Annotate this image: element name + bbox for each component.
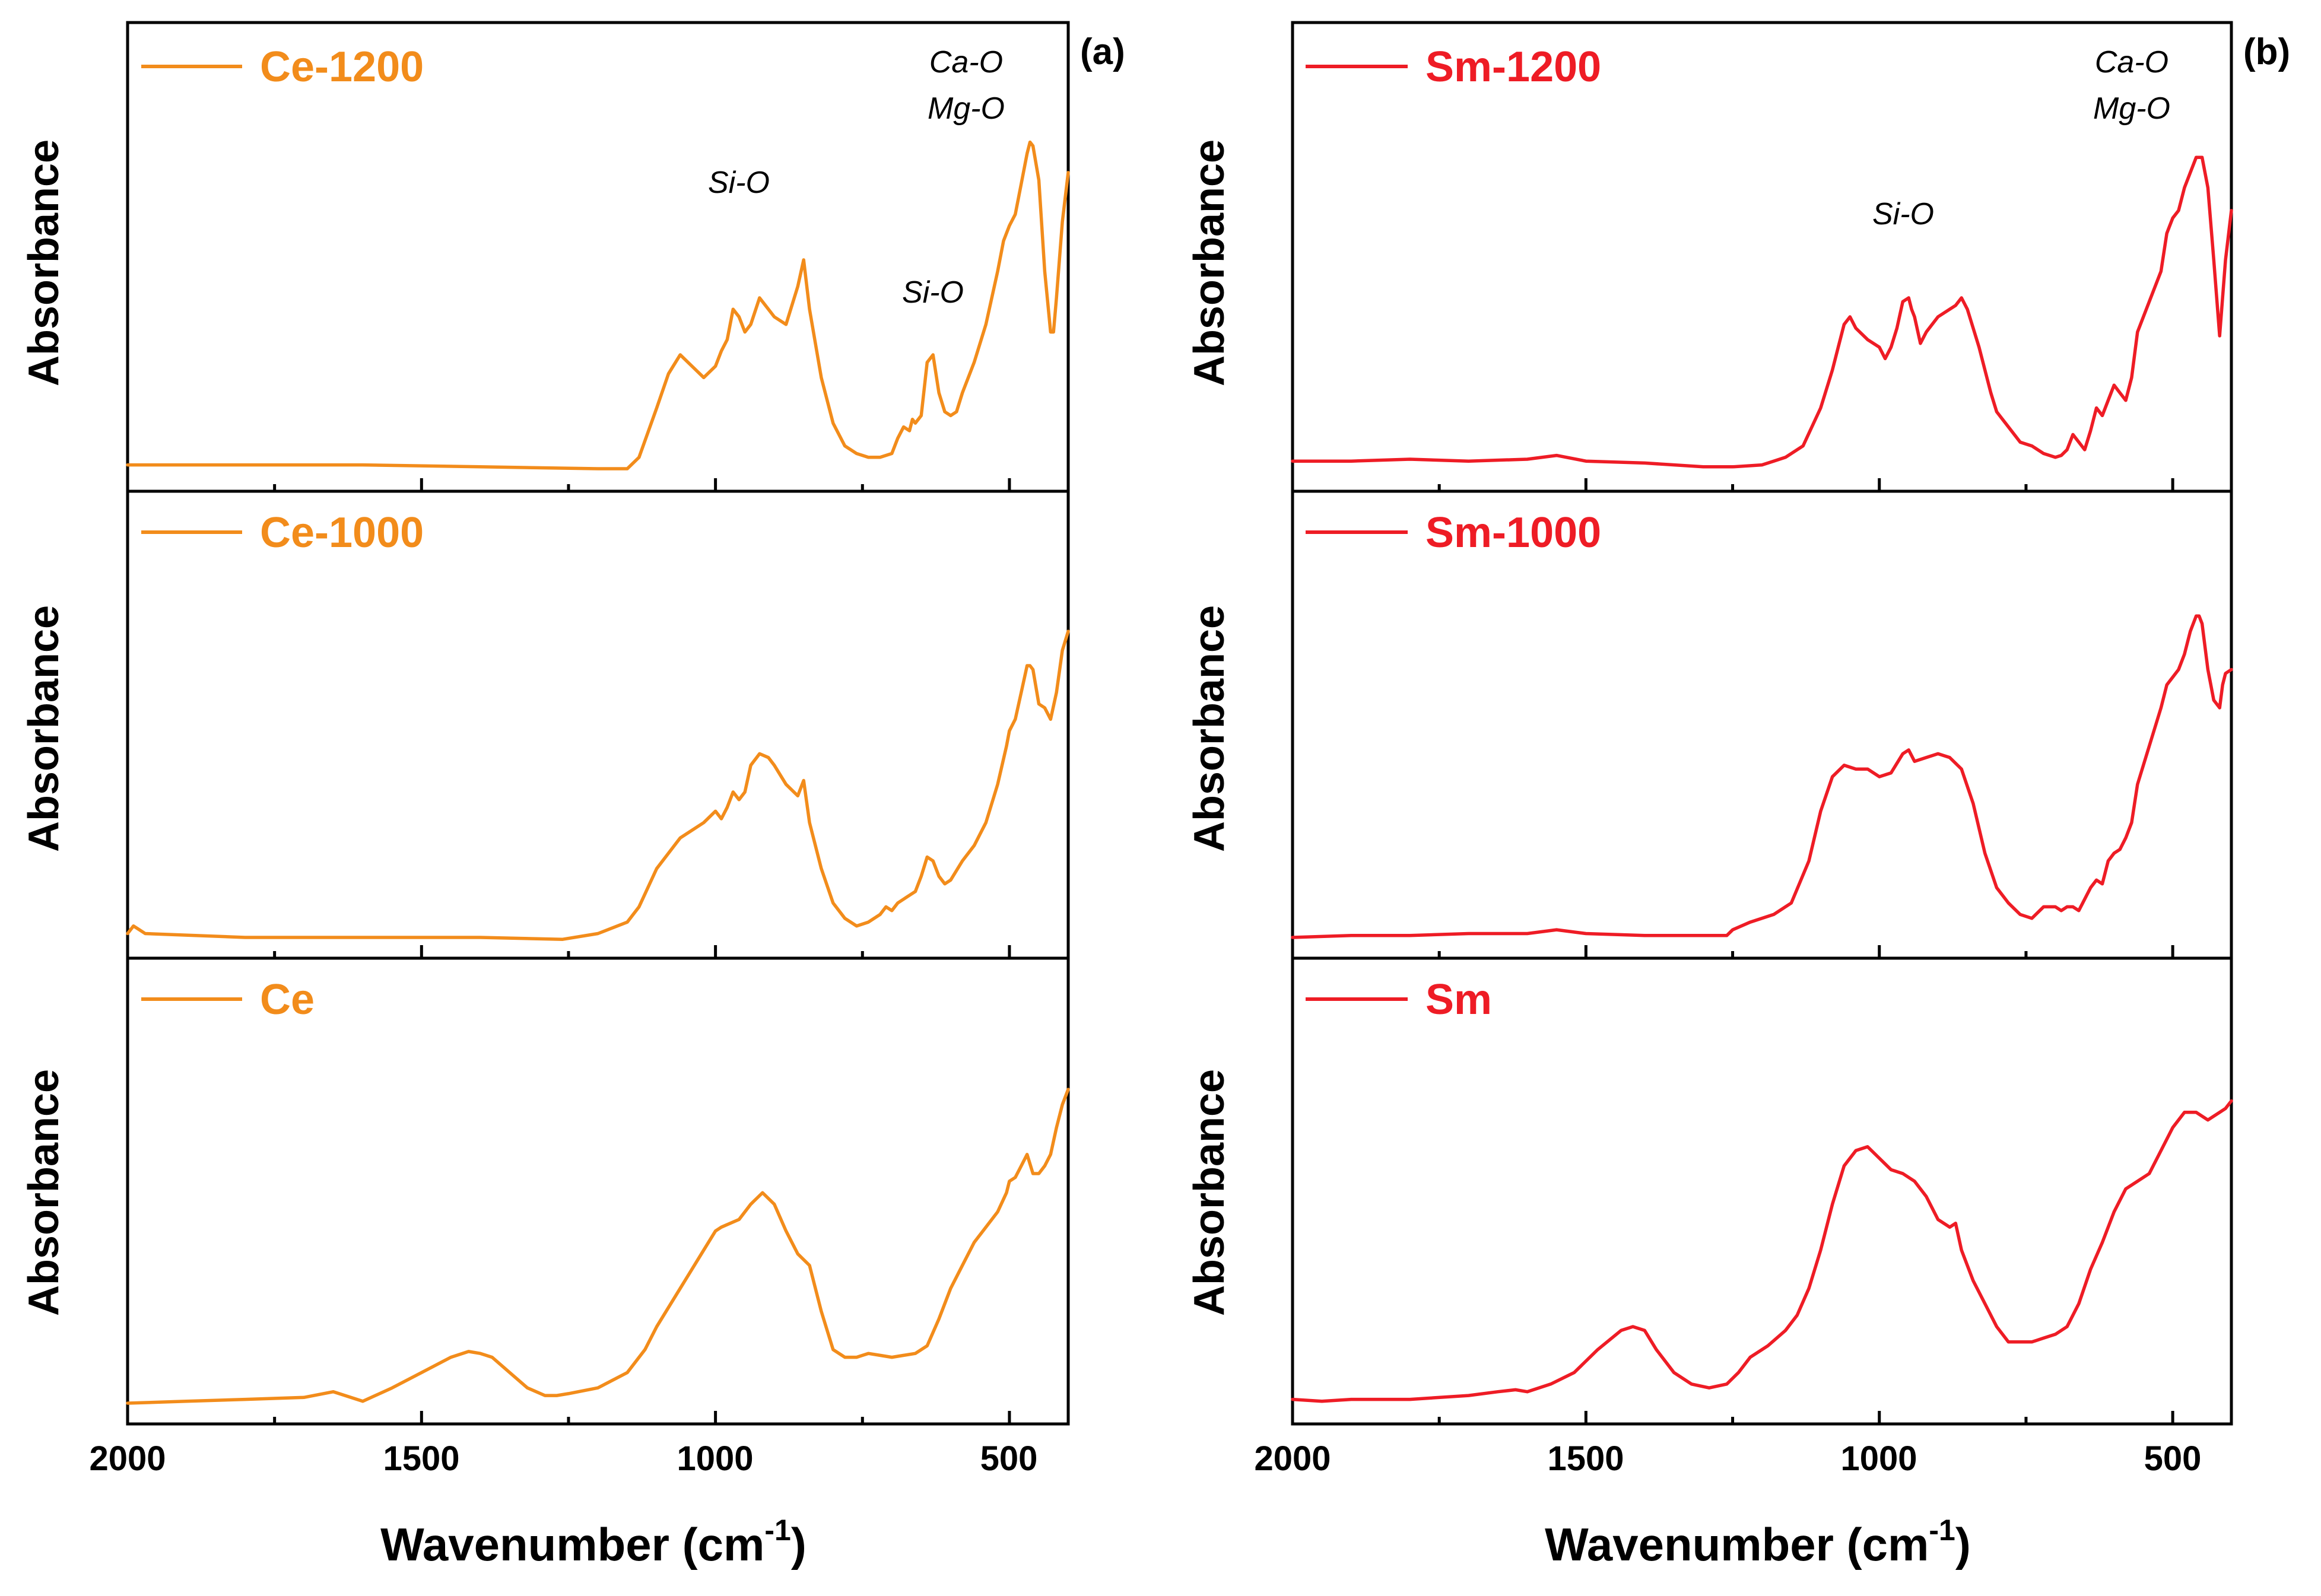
- series-line-ce-1200: [126, 140, 1070, 470]
- panel-a-xtick-2000: 2000: [89, 1439, 166, 1478]
- legend-label-ce: Ce: [260, 976, 315, 1023]
- series-line-ce-1000: [126, 630, 1070, 941]
- legend-label-sm-1000: Sm-1000: [1425, 509, 1601, 557]
- panel-b-xtick-500: 500: [2144, 1439, 2202, 1478]
- panel-a-frame: [126, 21, 1070, 1426]
- panel-b-tag: (b): [2243, 31, 2290, 72]
- panel-b-ylabel-3: Absorbance: [1186, 1069, 1233, 1316]
- series-line-sm-1200: [1291, 155, 2233, 469]
- panel-a-xtick-500: 500: [980, 1439, 1038, 1478]
- panel-a: Absorbance Absorbance Absorbance (a) 200…: [20, 21, 1125, 1570]
- legend-label-ce-1200: Ce-1200: [260, 43, 424, 91]
- panel-b-xlabel: Wavenumber (cm-1): [1545, 1514, 1971, 1570]
- annotation-ca-o-a: Ca-O: [929, 45, 1003, 80]
- series-line-sm: [1291, 1099, 2233, 1403]
- panel-b-ticks: [1291, 478, 2174, 1424]
- panel-a-lines: [126, 140, 1070, 1405]
- panel-a-ticks: [126, 478, 1011, 1424]
- panel-a-ylabel-1: Absorbance: [20, 139, 68, 386]
- annotation-si-o-b: Si-O: [1872, 197, 1934, 231]
- panel-b: Absorbance Absorbance Absorbance (b) 200…: [1186, 21, 2290, 1570]
- legend-label-sm-1200: Sm-1200: [1425, 43, 1601, 91]
- panel-b-ylabel-1: Absorbance: [1186, 139, 1233, 386]
- panel-b-frame: [1291, 21, 2233, 1426]
- panel-b-ylabel-2: Absorbance: [1186, 605, 1233, 852]
- legend-label-ce-1000: Ce-1000: [260, 509, 424, 557]
- panel-a-xtick-1500: 1500: [383, 1439, 459, 1478]
- annotation-si-o-a-1: Si-O: [708, 166, 770, 200]
- series-line-ce: [126, 1088, 1070, 1405]
- panel-b-lines: [1291, 155, 2233, 1403]
- panel-a-xlabel: Wavenumber (cm-1): [380, 1514, 807, 1570]
- panel-a-ylabel-2: Absorbance: [20, 605, 68, 852]
- panel-b-xtick-1500: 1500: [1547, 1439, 1624, 1478]
- annotation-mg-o-b: Mg-O: [2093, 91, 2170, 126]
- panel-a-tag: (a): [1080, 31, 1125, 72]
- panel-b-xtick-1000: 1000: [1840, 1439, 1917, 1478]
- series-line-sm-1000: [1291, 614, 2233, 939]
- panel-b-xtick-2000: 2000: [1254, 1439, 1331, 1478]
- panel-a-ylabel-3: Absorbance: [20, 1069, 68, 1316]
- legend-label-sm: Sm: [1425, 976, 1492, 1023]
- annotation-ca-o-b: Ca-O: [2095, 45, 2168, 80]
- annotation-mg-o-a: Mg-O: [928, 91, 1005, 126]
- panel-a-xtick-1000: 1000: [677, 1439, 753, 1478]
- annotation-si-o-a-2: Si-O: [902, 275, 964, 310]
